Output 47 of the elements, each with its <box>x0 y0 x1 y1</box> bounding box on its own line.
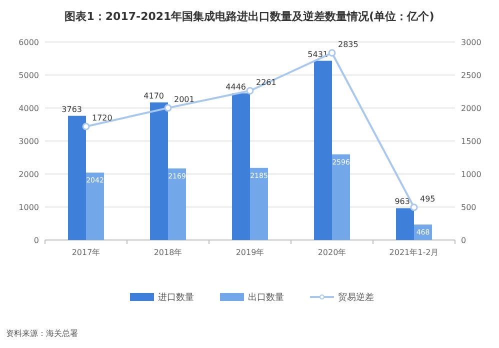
bar <box>232 93 250 240</box>
y-tick-label: 4000 <box>18 104 39 113</box>
y2-tick-label: 1000 <box>461 170 482 179</box>
y-tick-label: 3000 <box>18 137 39 146</box>
y2-tick-label: 500 <box>461 203 476 212</box>
y2-tick-label: 0 <box>461 236 466 245</box>
legend-label: 贸易逆差 <box>338 292 374 303</box>
y-tick-label: 6000 <box>18 38 39 47</box>
data-label: 2001 <box>174 94 194 104</box>
y2-tick-label: 2000 <box>461 104 482 113</box>
data-label: 2835 <box>338 40 358 49</box>
x-tick-label: 2018年 <box>154 248 182 257</box>
data-label: 4170 <box>144 91 164 100</box>
legend-label: 进口数量 <box>158 292 194 303</box>
legend-label: 出口数量 <box>248 292 284 303</box>
chart-title: 图表1：2017-2021年国集成电路进出口数量及逆差数量情况(单位：亿个) <box>64 10 434 23</box>
data-label: 3763 <box>62 104 82 114</box>
point <box>164 104 172 112</box>
x-tick-label: 2017年 <box>72 248 100 257</box>
y-tick-label: 5000 <box>18 71 39 80</box>
x-tick-label: 2020年 <box>318 248 346 257</box>
y2-tick-label: 3000 <box>461 38 482 47</box>
data-label: 1720 <box>92 113 112 122</box>
bar <box>68 116 86 240</box>
y-tick-label: 1000 <box>18 203 39 212</box>
bar <box>332 154 350 240</box>
bar <box>250 168 268 240</box>
point <box>328 49 336 57</box>
bar <box>150 102 168 240</box>
y-tick-label: 2000 <box>18 170 39 179</box>
y2-tick-label: 2500 <box>461 71 482 80</box>
point <box>246 87 254 95</box>
x-tick-label: 2021年1-2月 <box>389 248 439 257</box>
bar <box>314 60 332 240</box>
y-tick-label: 0 <box>34 236 39 245</box>
bar <box>168 168 186 240</box>
data-label: 2261 <box>256 78 276 87</box>
data-label: 963 <box>394 197 410 206</box>
bar <box>86 172 104 240</box>
bar <box>396 208 414 240</box>
data-label: 4446 <box>226 82 246 92</box>
y2-tick-label: 1500 <box>461 137 482 146</box>
text: 资料来源：海关总署 <box>6 329 78 338</box>
point <box>410 204 418 212</box>
point <box>82 122 90 130</box>
x-tick-label: 2019年 <box>236 248 264 257</box>
data-label: 495 <box>420 194 436 204</box>
